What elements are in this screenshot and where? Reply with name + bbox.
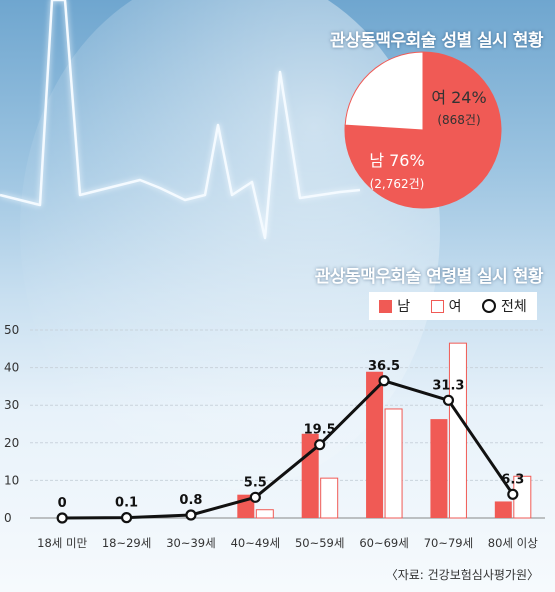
bar-female xyxy=(255,509,274,519)
y-tick-label: 10 xyxy=(4,473,19,487)
x-tick-label: 30~39세 xyxy=(166,536,215,550)
total-data-label: 31.3 xyxy=(432,378,464,393)
total-point xyxy=(507,488,519,500)
source-note: 〈자료: 건강보험심사평가원〉 xyxy=(385,568,539,582)
legend-label-male: 남 xyxy=(397,299,411,315)
total-point xyxy=(120,512,133,524)
pie-slice-female xyxy=(344,51,424,131)
legend-swatch-male xyxy=(379,299,393,313)
legend-marker-total xyxy=(481,299,496,313)
pie-label-male: 남 76% xyxy=(369,151,424,170)
x-tick-label: 80세 이상 xyxy=(488,536,538,550)
total-data-label: 0 xyxy=(58,496,67,511)
pie-chart-title: 관상동맥우회술 성별 실시 현황 xyxy=(329,31,544,51)
bar-chart-title: 관상동맥우회술 연령별 실시 현황 xyxy=(314,267,544,287)
total-line xyxy=(62,379,515,520)
total-point xyxy=(378,375,390,387)
y-tick-label: 50 xyxy=(4,323,19,337)
legend-swatch-female xyxy=(430,299,444,313)
x-tick-label: 60~69세 xyxy=(359,536,408,550)
legend-item-total: 전체 xyxy=(481,296,527,316)
total-data-label: 0.1 xyxy=(115,496,138,511)
bar-female xyxy=(384,408,403,519)
pie-count-male: (2,762건) xyxy=(370,177,425,191)
y-tick-label: 20 xyxy=(4,436,19,450)
legend-item-male: 남 xyxy=(379,296,410,316)
legend-label-total: 전체 xyxy=(500,299,527,315)
total-point xyxy=(56,512,68,524)
legend-label-female: 여 xyxy=(448,299,462,315)
total-point xyxy=(185,509,197,521)
bar-male xyxy=(430,419,448,518)
x-tick-label: 70~79세 xyxy=(424,536,473,550)
y-tick-label: 0 xyxy=(4,511,12,525)
x-tick-label: 18세 미만 xyxy=(37,536,87,550)
bar-male xyxy=(366,371,384,518)
bar-female xyxy=(448,342,467,519)
x-tick-label: 18~29세 xyxy=(102,536,151,550)
bar-male xyxy=(494,501,512,518)
bar-female xyxy=(320,477,339,519)
pie-count-female: (868건) xyxy=(437,113,480,127)
total-data-label: 19.5 xyxy=(304,423,336,438)
x-tick-label: 40~49세 xyxy=(231,536,280,550)
total-data-label: 6.3 xyxy=(501,472,524,487)
chart-legend: 남 여 전체 xyxy=(369,292,537,320)
total-point xyxy=(442,394,455,406)
total-data-label: 5.5 xyxy=(244,475,267,490)
legend-item-female: 여 xyxy=(430,296,462,316)
total-point xyxy=(314,439,326,451)
pie-label-female: 여 24% xyxy=(431,88,486,107)
total-point xyxy=(249,491,261,503)
total-data-label: 0.8 xyxy=(179,493,202,508)
total-data-label: 36.5 xyxy=(368,359,400,374)
ecg-line xyxy=(0,0,361,240)
x-tick-label: 50~59세 xyxy=(295,536,344,550)
y-tick-label: 30 xyxy=(4,398,19,412)
y-tick-label: 40 xyxy=(4,361,19,375)
